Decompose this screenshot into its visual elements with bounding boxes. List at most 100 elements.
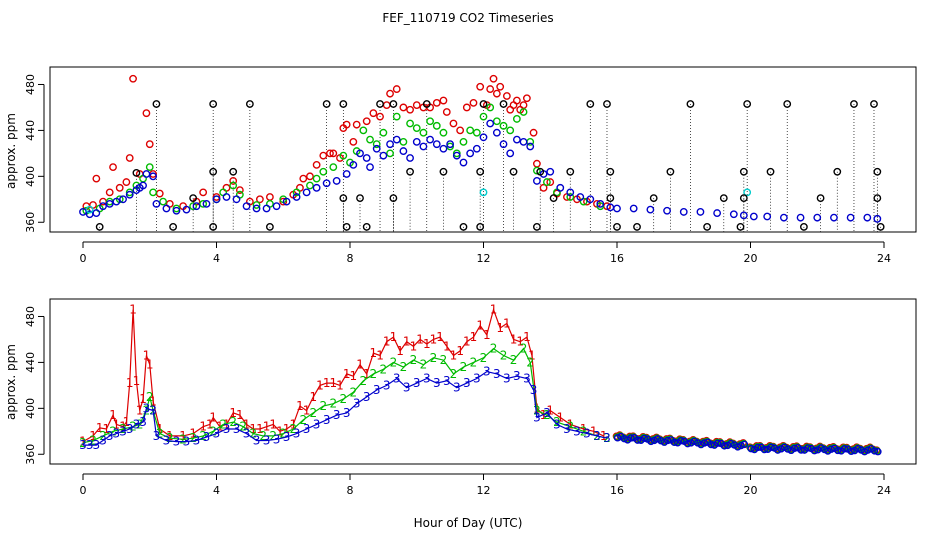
outlier-point <box>870 100 878 108</box>
series-2-marker: 2 <box>89 433 97 447</box>
series-3-point <box>172 206 181 215</box>
series-1-marker: 1 <box>249 422 257 436</box>
series-1-marker: 1 <box>356 358 364 372</box>
series-3-tail-point <box>797 446 805 454</box>
outlier-point <box>736 222 745 231</box>
series-2-marker: 2 <box>470 355 478 369</box>
series-3-point <box>813 213 822 222</box>
series-3-tail-point <box>627 434 635 442</box>
series-3-point <box>292 193 301 201</box>
series-1-point <box>546 178 555 186</box>
series-1-point <box>329 149 338 158</box>
saturated-point <box>85 205 94 214</box>
series-2-marker: 2 <box>319 399 327 413</box>
series-3-point <box>586 195 595 204</box>
series-1-marker: 1 <box>350 369 358 383</box>
series-3-point <box>466 149 475 158</box>
series-1-marker: 1 <box>123 415 131 429</box>
series-1-point <box>386 89 394 98</box>
series-3-tail-point <box>864 446 872 454</box>
series-1-point <box>229 177 238 185</box>
series-1-marker: 1 <box>146 358 154 372</box>
series-3-tail-point <box>760 445 769 454</box>
top-y-tick-label: 360 <box>24 212 37 233</box>
series-1-marker: 1 <box>89 429 97 443</box>
series-3-point <box>713 209 722 217</box>
outlier-point <box>743 100 752 108</box>
series-3-marker: 3 <box>283 430 291 444</box>
outlier-point <box>209 167 218 176</box>
series-3-marker: 3 <box>343 406 351 420</box>
outlier-point <box>633 222 641 231</box>
series-3-marker: 3 <box>313 417 321 431</box>
outlier-point <box>703 222 712 231</box>
series-2-marker: 2 <box>566 420 574 434</box>
bottom-y-tick-label: 360 <box>24 444 37 465</box>
series-3-tail-point <box>737 441 745 450</box>
outlier-point <box>873 167 882 176</box>
series-1-marker: 1 <box>540 408 548 422</box>
outlier-point <box>389 100 398 108</box>
series-2-point <box>329 163 338 172</box>
series-2-marker: 2 <box>480 351 488 365</box>
series-3-point <box>105 199 114 208</box>
series-3-point <box>446 140 455 149</box>
series-2-marker: 2 <box>249 427 257 441</box>
series-1-point <box>362 117 371 126</box>
top-x-tick-label: 4 <box>213 252 220 265</box>
series-3-tail-point <box>840 445 849 453</box>
series-1-point <box>155 189 164 198</box>
series-1-point <box>326 149 334 158</box>
series-3-tail-point <box>804 444 812 452</box>
top-y-tick-label: 480 <box>24 74 37 95</box>
outlier-point <box>245 100 254 108</box>
series-1-marker: 1 <box>199 420 207 434</box>
outlier-point <box>549 194 558 203</box>
series-2-marker: 2 <box>543 408 551 422</box>
series-3-point <box>863 213 872 222</box>
series-3-marker: 3 <box>153 429 161 443</box>
series-3-point <box>242 202 251 211</box>
series-3-point <box>99 202 107 211</box>
series-3-point <box>779 213 788 222</box>
series-2-point <box>252 201 261 209</box>
series-1-marker: 1 <box>443 339 451 353</box>
series-3-point <box>332 177 341 185</box>
series-2-point <box>319 167 328 176</box>
series-2-point <box>386 149 394 158</box>
series-1-marker: 1 <box>516 335 524 349</box>
series-2-point <box>439 128 448 137</box>
series-3-tail-point <box>620 434 628 443</box>
series-1-marker: 1 <box>209 411 217 425</box>
series-1-point <box>279 197 288 206</box>
series-1-marker: 1 <box>316 378 324 392</box>
series-3-point <box>342 170 351 178</box>
series-1-marker: 1 <box>556 411 564 425</box>
series-2-marker: 2 <box>350 385 358 399</box>
outlier-point <box>132 168 141 177</box>
outlier-point <box>816 194 825 203</box>
series-3-tail-point <box>874 448 882 456</box>
series-1-point <box>476 82 485 91</box>
series-3-tail-point <box>870 447 879 455</box>
series-2-point <box>372 140 381 149</box>
series-3-marker: 3 <box>473 371 481 385</box>
series-3-point <box>452 151 461 160</box>
series-3-marker: 3 <box>553 417 561 431</box>
series-1-point <box>142 109 151 118</box>
outlier-point <box>356 194 364 203</box>
outlier-point <box>606 167 615 176</box>
series-3-point <box>739 211 748 220</box>
series-1-point <box>105 188 114 197</box>
series-2-point <box>466 126 475 135</box>
outlier-point <box>613 222 621 231</box>
series-2-marker: 2 <box>209 424 217 438</box>
series-2-point <box>159 197 168 206</box>
series-3-point <box>479 133 488 142</box>
series-2-marker: 2 <box>370 367 378 381</box>
series-2-marker: 2 <box>526 355 534 369</box>
series-3-point <box>646 205 655 214</box>
top-x-tick-label: 0 <box>80 252 87 265</box>
series-2-point <box>479 112 488 121</box>
series-2-marker: 2 <box>219 417 227 431</box>
